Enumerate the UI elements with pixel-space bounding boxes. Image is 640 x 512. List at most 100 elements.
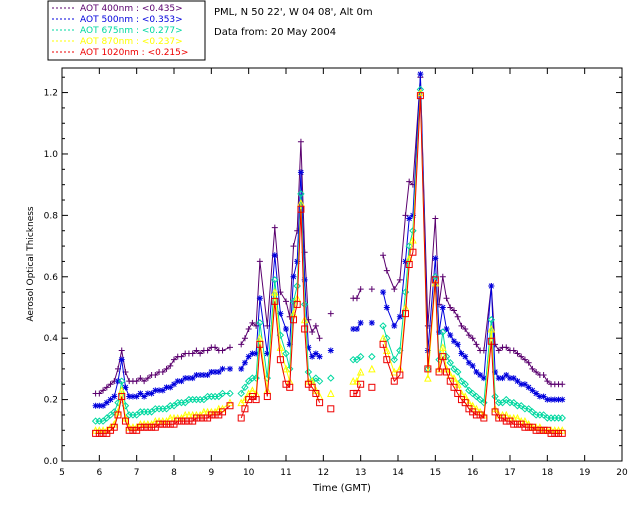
data-point-400nm	[238, 341, 245, 348]
x-tick-label: 10	[243, 468, 255, 478]
data-point-1020nm	[431, 276, 439, 284]
data-point-1020nm	[487, 337, 495, 345]
data-point-500nm	[439, 304, 446, 311]
data-point-400nm	[241, 335, 248, 342]
data-point-1020nm	[316, 399, 324, 407]
data-point-1020nm	[532, 426, 540, 434]
data-point-1020nm	[424, 365, 432, 373]
data-point-870nm	[349, 377, 358, 385]
data-point-400nm	[245, 325, 252, 332]
data-point-500nm	[327, 347, 334, 354]
data-point-870nm	[424, 373, 432, 382]
data-point-675nm	[271, 276, 279, 284]
data-point-1020nm	[301, 325, 309, 333]
data-point-870nm	[390, 367, 399, 376]
data-point-500nm	[227, 365, 233, 372]
data-point-870nm	[368, 364, 376, 373]
data-point-400nm	[316, 335, 323, 342]
data-point-500nm	[521, 381, 528, 388]
series-line-675nm	[95, 89, 563, 422]
data-point-1020nm	[439, 353, 447, 361]
data-point-500nm	[447, 332, 454, 339]
data-point-400nm	[290, 243, 297, 250]
data-point-675nm	[383, 334, 391, 342]
data-point-1020nm	[443, 368, 451, 376]
data-point-400nm	[227, 344, 233, 351]
legend-box	[47, 0, 206, 61]
data-point-500nm	[396, 313, 403, 320]
data-point-400nm	[353, 295, 360, 302]
data-point-1020nm	[144, 423, 152, 431]
data-point-1020nm	[502, 417, 510, 425]
data-point-400nm	[137, 375, 144, 382]
data-point-1020nm	[353, 389, 361, 397]
x-tick-label: 6	[96, 468, 102, 478]
data-point-675nm	[439, 328, 447, 336]
legend-entry-870nm: AOT 870nm : <0.237>	[80, 37, 183, 47]
axes: 5 6 7 8 9 10 11 12 13 14 15 16 17 18 19 20 0.0 0.2 0.4 0.6 0…	[44, 68, 628, 478]
data-point-400nm	[159, 368, 166, 375]
data-point-500nm	[469, 362, 476, 369]
data-point-500nm	[286, 341, 293, 348]
data-point-500nm	[126, 393, 133, 400]
y-tick-label: 0.0	[44, 457, 59, 467]
data-point-500nm	[156, 387, 163, 394]
data-point-400nm	[465, 332, 472, 339]
data-point-1020nm	[405, 261, 413, 268]
data-point-400nm	[402, 212, 409, 219]
data-point-400nm	[100, 387, 107, 394]
data-point-400nm	[368, 286, 375, 293]
data-point-500nm	[402, 258, 409, 265]
data-point-500nm	[118, 356, 125, 363]
data-point-400nm	[406, 178, 413, 185]
data-point-400nm	[503, 344, 510, 351]
data-point-400nm	[249, 319, 256, 326]
data-point-400nm	[380, 252, 387, 259]
y-tick-label: 1.2	[44, 89, 58, 99]
data-point-500nm	[409, 212, 416, 219]
data-point-675nm	[476, 395, 484, 404]
x-axis-label: Time (GMT)	[312, 483, 371, 494]
series-400nm	[92, 74, 566, 397]
data-point-1020nm	[114, 411, 122, 419]
data-point-400nm	[133, 378, 140, 385]
data-point-870nm	[241, 395, 249, 404]
data-point-400nm	[436, 301, 443, 308]
data-point-400nm	[163, 365, 170, 372]
data-point-400nm	[189, 350, 196, 357]
data-point-675nm	[147, 408, 156, 416]
data-point-675nm	[103, 414, 111, 422]
data-point-1020nm	[551, 429, 559, 437]
data-point-400nm	[473, 341, 480, 348]
data-point-500nm	[473, 368, 480, 375]
data-point-870nm	[382, 346, 391, 354]
data-point-1020nm	[237, 414, 245, 422]
data-point-500nm	[507, 375, 513, 382]
data-point-675nm	[558, 414, 566, 422]
data-point-500nm	[499, 375, 506, 382]
data-point-1020nm	[185, 417, 193, 425]
data-point-500nm	[495, 375, 502, 382]
data-point-400nm	[439, 273, 446, 280]
data-point-1020nm	[196, 414, 204, 422]
data-point-500nm	[111, 393, 118, 400]
data-point-500nm	[129, 393, 136, 400]
data-point-500nm	[514, 378, 521, 385]
data-point-1020nm	[513, 420, 521, 428]
data-point-1020nm	[207, 411, 215, 419]
x-tick-label: 16	[467, 468, 479, 478]
data-point-400nm	[141, 378, 148, 385]
data-point-675nm	[244, 377, 253, 385]
data-point-500nm	[193, 372, 200, 379]
data-point-500nm	[159, 387, 166, 394]
data-point-500nm	[533, 390, 540, 397]
legend: AOT 400nm : <0.435>AOT 500nm : <0.353>AO…	[47, 0, 206, 61]
data-point-675nm	[170, 402, 178, 410]
data-point-1020nm	[95, 429, 103, 437]
series-1020nm	[92, 92, 566, 437]
data-point-1020nm	[140, 423, 148, 431]
data-point-675nm	[256, 319, 264, 327]
data-point-400nm	[462, 325, 469, 332]
data-point-500nm	[283, 325, 289, 332]
data-point-1020nm	[312, 389, 320, 397]
